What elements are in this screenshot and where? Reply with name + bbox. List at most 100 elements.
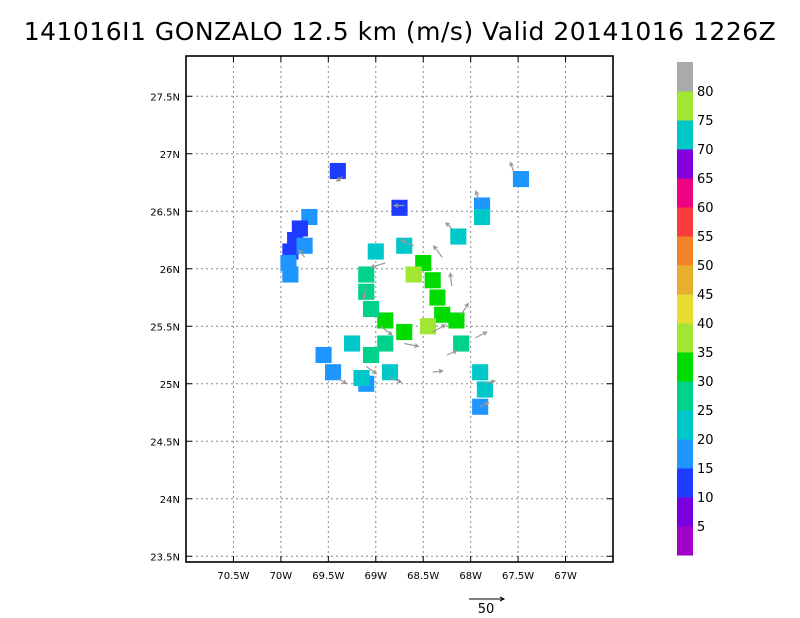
colorbar-swatch	[677, 265, 693, 295]
wind-cell	[429, 289, 446, 306]
colorbar-label: 60	[697, 201, 714, 216]
colorbar-label: 55	[697, 230, 714, 245]
wind-cell	[296, 237, 313, 254]
colorbar-label: 25	[697, 404, 714, 419]
x-tick-label: 69W	[364, 571, 387, 582]
wind-cell	[424, 272, 441, 289]
colorbar-label: 35	[697, 346, 714, 361]
wind-vector	[433, 245, 443, 258]
wind-vector-head	[438, 368, 444, 374]
wind-vector	[509, 162, 514, 172]
wind-vectors	[298, 161, 514, 408]
colorbar-swatch	[677, 381, 693, 411]
colorbar-label: 50	[697, 259, 714, 274]
wind-cell	[448, 312, 465, 329]
wind-vector	[445, 222, 453, 229]
wind-cell	[282, 266, 299, 283]
x-tick-label: 68W	[459, 571, 482, 582]
wind-vector-head	[387, 330, 393, 336]
y-tick-label: 26.5N	[150, 207, 180, 218]
wind-vector	[365, 366, 377, 374]
wind-vector-head	[370, 263, 376, 269]
wind-cell	[405, 266, 422, 283]
wind-vector-head	[474, 190, 480, 196]
wind-vector	[475, 191, 479, 200]
wind-cell	[325, 364, 342, 381]
colorbar-label: 75	[697, 114, 714, 129]
colorbar-swatch	[677, 468, 693, 498]
wind-cell	[396, 323, 413, 341]
wind-vector-head	[482, 331, 488, 336]
wind-vector-head	[509, 161, 514, 167]
colorbar-swatch	[677, 149, 693, 179]
wind-vector-head	[441, 324, 447, 329]
wind-vector	[380, 325, 393, 336]
wind-vector	[371, 262, 386, 268]
wind-vector	[484, 380, 495, 385]
y-tick-label: 24.5N	[150, 437, 180, 448]
vector-reference: 50	[469, 596, 506, 617]
wind-vector	[446, 350, 457, 356]
wind-cell	[362, 300, 380, 318]
colorbar-label: 80	[697, 85, 714, 100]
chart-title: 141016I1 GONZALO 12.5 km (m/s) Valid 201…	[24, 17, 777, 46]
wind-vector	[460, 303, 469, 316]
reference-arrow-head	[499, 596, 506, 602]
colorbar-swatch	[677, 178, 693, 208]
y-tick-label: 26N	[160, 265, 180, 276]
wind-cell	[377, 312, 394, 329]
wind-vector-head	[399, 239, 406, 244]
wind-cell	[453, 335, 470, 352]
lat-lon-grid	[186, 56, 613, 562]
wind-vector-head	[335, 177, 342, 182]
wind-vector	[400, 239, 414, 247]
colorbar-swatch	[677, 91, 693, 121]
wind-vector	[389, 377, 402, 383]
wind-vector	[475, 331, 487, 339]
colorbar-label: 40	[697, 317, 714, 332]
colorbar-label: 10	[697, 491, 714, 506]
x-tick-label: 68.5W	[407, 571, 439, 582]
wind-vector	[337, 377, 347, 385]
y-tick-label: 27.5N	[150, 92, 180, 103]
colorbar-swatch	[677, 497, 693, 527]
colorbar-swatch	[677, 120, 693, 150]
wind-vector-head	[464, 302, 469, 308]
y-tick-label: 27N	[160, 150, 180, 161]
wind-vector	[404, 342, 419, 347]
plot-area	[186, 56, 613, 562]
reference-label: 50	[478, 602, 495, 617]
wind-cell	[473, 208, 491, 226]
wind-vector	[432, 370, 443, 373]
wind-vector-head	[342, 379, 348, 385]
colorbar: 5 10 15 20 25 30 35 40 45 50 55 60 65 70 75 80	[677, 62, 714, 556]
wind-cell	[362, 346, 380, 364]
wind-speed-cells	[280, 162, 530, 415]
wind-cell	[377, 335, 394, 352]
wind-cell	[353, 369, 370, 387]
wind-vector	[449, 273, 453, 287]
wind-cell	[512, 171, 530, 188]
colorbar-swatch	[677, 236, 693, 266]
colorbar-label: 45	[697, 288, 714, 303]
colorbar-swatch	[677, 410, 693, 440]
wind-cell	[343, 335, 361, 352]
x-tick-label: 67W	[554, 571, 577, 582]
wind-vector-head	[490, 379, 496, 385]
plot-frame	[185, 55, 614, 563]
wind-vector-head	[448, 272, 454, 278]
colorbar-label: 70	[697, 143, 714, 158]
wind-vector-head	[372, 369, 378, 375]
colorbar-swatch	[677, 352, 693, 382]
colorbar-swatch	[677, 294, 693, 324]
wind-vector-head	[397, 378, 403, 384]
wind-vector-head	[484, 401, 490, 407]
wind-cell	[396, 237, 413, 254]
colorbar-swatch	[677, 62, 693, 92]
colorbar-label: 30	[697, 375, 714, 390]
colorbar-label: 5	[697, 520, 705, 535]
colorbar-swatch	[677, 323, 693, 353]
wind-vector-head	[393, 203, 399, 208]
wind-vector-head	[452, 349, 458, 355]
